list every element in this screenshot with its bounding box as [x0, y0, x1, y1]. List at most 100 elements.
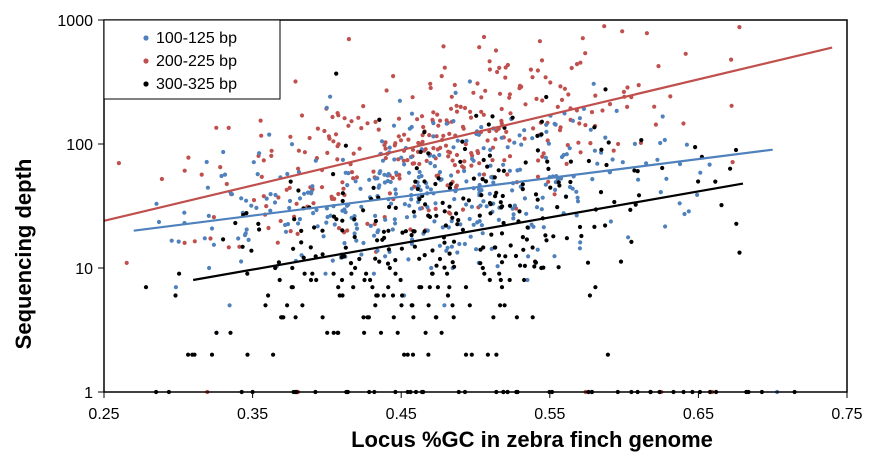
data-point	[354, 175, 359, 180]
data-point	[479, 193, 484, 198]
data-point	[321, 234, 326, 239]
data-point	[442, 303, 447, 308]
data-point	[414, 166, 419, 171]
data-point	[636, 83, 641, 88]
axes	[103, 19, 848, 393]
data-point	[393, 271, 398, 276]
data-point	[490, 114, 495, 119]
data-point	[244, 198, 249, 203]
data-point	[517, 167, 523, 172]
data-point	[288, 179, 293, 184]
data-point	[246, 237, 251, 242]
data-point	[434, 213, 439, 218]
data-point	[499, 260, 505, 265]
data-point	[421, 124, 426, 130]
data-point	[382, 180, 387, 185]
data-point	[207, 265, 212, 271]
data-point	[503, 254, 508, 259]
data-point	[287, 185, 292, 190]
data-point	[143, 285, 149, 290]
data-point	[364, 271, 369, 276]
data-point	[593, 93, 598, 98]
data-point	[301, 255, 306, 260]
data-point	[329, 196, 335, 201]
data-point	[589, 110, 595, 115]
x-tick-label: 0.55	[534, 406, 565, 423]
data-point	[354, 222, 359, 227]
data-point	[182, 240, 187, 245]
data-point	[522, 128, 527, 133]
data-point	[345, 228, 350, 233]
data-point	[469, 204, 474, 209]
data-point	[431, 146, 436, 151]
data-point	[408, 155, 414, 160]
data-point	[477, 213, 482, 218]
data-point	[411, 315, 416, 320]
data-point	[534, 205, 540, 210]
data-point	[428, 187, 433, 192]
data-point	[368, 277, 373, 283]
data-point	[440, 200, 445, 205]
data-point	[434, 315, 439, 320]
data-point	[460, 207, 466, 212]
data-point	[544, 129, 549, 134]
x-tick-label: 0.75	[831, 406, 862, 423]
data-point	[481, 172, 487, 177]
data-point	[412, 214, 417, 219]
data-point	[564, 236, 570, 241]
data-point	[406, 137, 411, 142]
data-point	[430, 271, 435, 276]
data-point	[381, 229, 386, 234]
data-point	[460, 124, 466, 129]
data-point	[577, 246, 583, 251]
data-point	[222, 172, 228, 177]
data-point	[331, 172, 336, 177]
data-point	[357, 146, 362, 151]
data-point	[336, 191, 341, 197]
data-point	[199, 172, 204, 177]
x-tick-label: 0.25	[88, 406, 119, 423]
data-point	[221, 237, 226, 242]
data-point	[353, 265, 358, 271]
data-point	[268, 192, 273, 197]
data-point	[432, 219, 437, 224]
legend-marker-100-125	[143, 35, 149, 41]
data-point	[445, 183, 450, 188]
data-point	[682, 211, 687, 217]
data-point	[532, 264, 537, 269]
data-point	[653, 122, 659, 127]
data-point	[334, 71, 339, 76]
data-point	[567, 184, 573, 190]
data-point	[535, 197, 540, 202]
data-point	[485, 138, 490, 143]
data-point	[507, 277, 512, 283]
data-point	[390, 175, 395, 180]
data-point	[439, 330, 444, 335]
data-point	[543, 75, 548, 80]
data-point	[563, 194, 569, 199]
data-point	[526, 254, 531, 259]
data-point	[453, 185, 458, 190]
data-point	[498, 200, 503, 205]
data-point	[452, 197, 457, 202]
legend-box	[103, 19, 281, 100]
data-point	[487, 67, 492, 72]
legend-label-100-125: 100-125 bp	[156, 30, 237, 47]
data-point	[266, 225, 271, 231]
data-point	[737, 25, 742, 30]
data-point	[540, 154, 545, 159]
data-point	[221, 149, 226, 155]
data-point	[658, 190, 663, 195]
data-point	[567, 146, 572, 151]
data-point	[314, 277, 319, 283]
data-point	[361, 208, 366, 213]
data-point	[312, 225, 317, 230]
data-point	[387, 204, 392, 210]
data-point	[295, 231, 300, 236]
data-point	[593, 285, 598, 290]
data-point	[354, 226, 360, 231]
data-point	[587, 293, 593, 298]
data-point	[284, 187, 289, 192]
data-point	[686, 209, 691, 214]
plot-area-frame	[103, 19, 848, 393]
